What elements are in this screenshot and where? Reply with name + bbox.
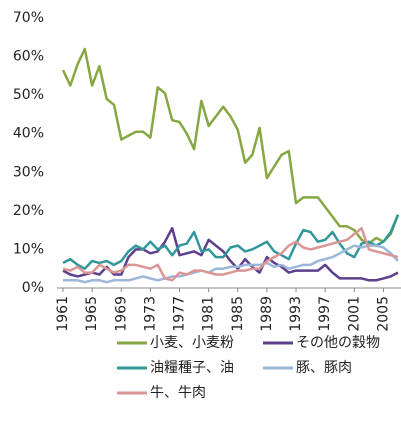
x-tick-label: 1977: [172, 296, 188, 332]
legend-label: 牛、牛肉: [150, 385, 206, 401]
y-tick-label: 10%: [13, 241, 44, 257]
x-tick-label: 2005: [375, 296, 391, 332]
y-tick-label: 40%: [13, 126, 44, 142]
x-tick-label: 1965: [84, 296, 100, 332]
x-tick-label: 1993: [288, 296, 304, 332]
x-tick-label: 1961: [55, 296, 71, 332]
y-tick-label: 60%: [13, 49, 44, 65]
y-tick-label: 0%: [22, 280, 44, 296]
series-line: [63, 244, 399, 284]
legend-label: 小麦、小麦粉: [150, 335, 234, 351]
series-line: [62, 226, 399, 282]
x-tick-label: 2001: [346, 296, 362, 332]
y-tick-label: 70%: [13, 10, 44, 26]
series-line: [62, 226, 399, 282]
x-tick-label: 1997: [317, 296, 333, 332]
y-tick-label: 50%: [13, 87, 44, 103]
y-tick-label: 20%: [13, 203, 44, 219]
legend-label: その他の穀物: [296, 335, 380, 351]
legend-label: 豚、豚肉: [296, 360, 352, 376]
y-tick-label: 30%: [13, 164, 44, 180]
x-tick-label: 1989: [259, 296, 275, 332]
legend-label: 油糧種子、油: [150, 360, 234, 376]
x-tick-label: 1981: [201, 296, 217, 332]
series-line: [61, 47, 400, 245]
x-tick-label: 1985: [230, 296, 246, 332]
x-tick-label: 1969: [113, 296, 129, 332]
series-line: [62, 214, 400, 270]
x-tick-label: 1973: [142, 296, 158, 332]
